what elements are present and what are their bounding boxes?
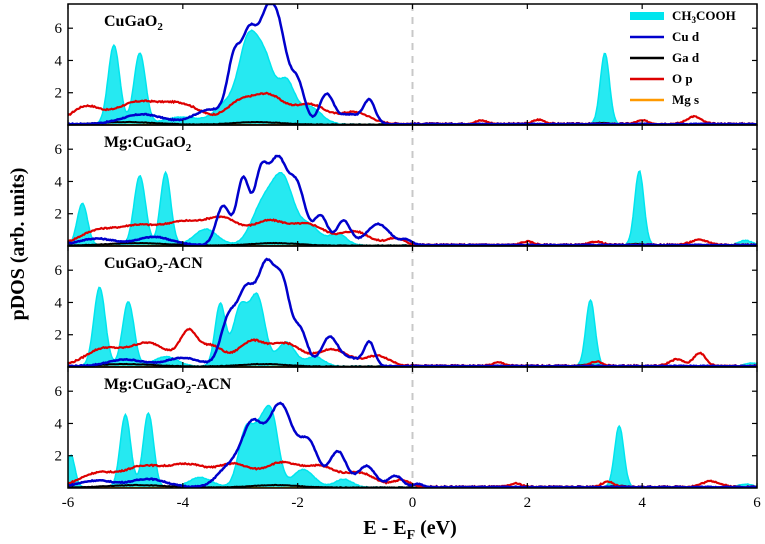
panel-title: CuGaO2-ACN <box>104 255 203 275</box>
legend-entry-op: O p <box>630 71 693 86</box>
y-tick-label: 2 <box>55 449 63 465</box>
panel-title-subscript: 2 <box>186 142 192 154</box>
x-tick-label: -2 <box>291 495 304 511</box>
y-tick-label: 4 <box>55 174 63 190</box>
legend-entry-gad: Ga d <box>630 50 700 65</box>
panel-title-subscript: 2 <box>157 263 163 275</box>
x-axis-ticks: -6 -4 -2 0 2 4 6 <box>62 495 762 511</box>
y-tick-label: 4 <box>55 416 63 432</box>
legend-entry-ch3cooh: CH3COOH <box>630 8 736 25</box>
y-tick-label: 4 <box>55 295 63 311</box>
legend-label: Ga d <box>672 50 700 65</box>
legend-label: CH3COOH <box>672 8 736 25</box>
x-tick-label: -4 <box>177 495 190 511</box>
x-axis-label: E - EF (eV) <box>363 517 457 543</box>
x-axis-label-unit: (eV) <box>415 517 457 539</box>
y-tick-label: 2 <box>55 86 63 102</box>
legend: CH3COOH Cu d Ga d O p Mg s <box>630 8 736 107</box>
legend-label: Cu d <box>672 29 700 44</box>
panel-title-main: Mg:CuGaO <box>104 376 186 393</box>
x-axis-label-subscript: F <box>407 528 416 543</box>
panel-2: 246 Mg:CuGaO2 <box>55 124 758 247</box>
legend-swatch <box>630 12 664 20</box>
panel-title: Mg:CuGaO2 <box>104 134 192 154</box>
legend-entry-cud: Cu d <box>630 29 700 44</box>
panel-title: CuGaO2 <box>104 13 163 33</box>
legend-entry-mgs: Mg s <box>630 92 699 107</box>
x-tick-label: -6 <box>62 495 75 511</box>
x-tick-label: 6 <box>753 495 761 511</box>
legend-label: Mg s <box>672 92 699 107</box>
y-tick-label: 6 <box>55 142 63 158</box>
panel-title-suffix: -ACN <box>191 376 231 393</box>
y-tick-label: 4 <box>55 53 63 69</box>
panel-3: 246 CuGaO2-ACN <box>55 245 758 368</box>
y-tick-label: 6 <box>55 21 63 37</box>
panel-title: Mg:CuGaO2-ACN <box>104 376 232 396</box>
y-tick-label: 2 <box>55 207 63 223</box>
legend-label: O p <box>672 71 693 86</box>
x-tick-label: 0 <box>409 495 417 511</box>
panel-title-suffix: -ACN <box>163 255 203 272</box>
panel-title-subscript: 2 <box>157 21 163 33</box>
x-axis-label-main: E - E <box>363 517 406 539</box>
x-tick-label: 2 <box>524 495 532 511</box>
panel-4: 246 Mg:CuGaO2-ACN <box>55 366 758 489</box>
panel-1: 246 CuGaO2 <box>55 3 758 126</box>
y-axis-label: pDOS (arb. units) <box>7 168 29 321</box>
y-tick-label: 6 <box>55 263 63 279</box>
panel-title-main: CuGaO <box>104 13 157 30</box>
panel-title-main: Mg:CuGaO <box>104 134 186 151</box>
x-tick-label: 4 <box>638 495 646 511</box>
y-tick-label: 2 <box>55 328 63 344</box>
panel-title-subscript: 2 <box>186 384 192 396</box>
y-tick-label: 6 <box>55 384 63 400</box>
panel-title-main: CuGaO <box>104 255 157 272</box>
